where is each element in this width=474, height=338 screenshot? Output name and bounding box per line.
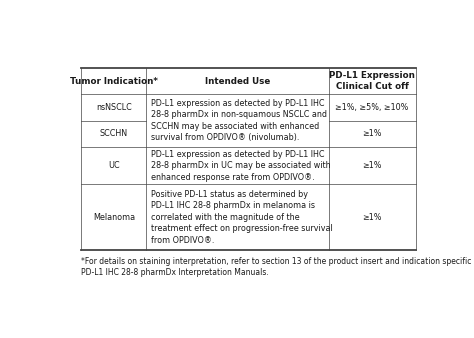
Text: *For details on staining interpretation, refer to section 13 of the product inse: *For details on staining interpretation,… [82, 257, 472, 277]
Text: SCCHN: SCCHN [100, 129, 128, 139]
Text: Melanoma: Melanoma [93, 213, 135, 222]
Text: Tumor Indication*: Tumor Indication* [70, 77, 158, 86]
Text: PD-L1 expression as detected by PD-L1 IHC
28-8 pharmDx in UC may be associated w: PD-L1 expression as detected by PD-L1 IH… [151, 150, 330, 182]
Text: PD-L1 Expression
Clinical Cut off: PD-L1 Expression Clinical Cut off [329, 71, 415, 91]
Text: Positive PD-L1 status as determined by
PD-L1 IHC 28-8 pharmDx in melanoma is
cor: Positive PD-L1 status as determined by P… [151, 190, 333, 245]
Text: ≥1%: ≥1% [362, 213, 382, 222]
Text: UC: UC [108, 161, 120, 170]
Text: nsNSCLC: nsNSCLC [96, 103, 132, 112]
Text: ≥1%: ≥1% [362, 161, 382, 170]
Text: Intended Use: Intended Use [205, 77, 270, 86]
Text: ≥1%: ≥1% [362, 129, 382, 139]
Text: PD-L1 expression as detected by PD-L1 IHC
28-8 pharmDx in non-squamous NSCLC and: PD-L1 expression as detected by PD-L1 IH… [151, 99, 327, 142]
Text: ≥1%, ≥5%, ≥10%: ≥1%, ≥5%, ≥10% [336, 103, 409, 112]
